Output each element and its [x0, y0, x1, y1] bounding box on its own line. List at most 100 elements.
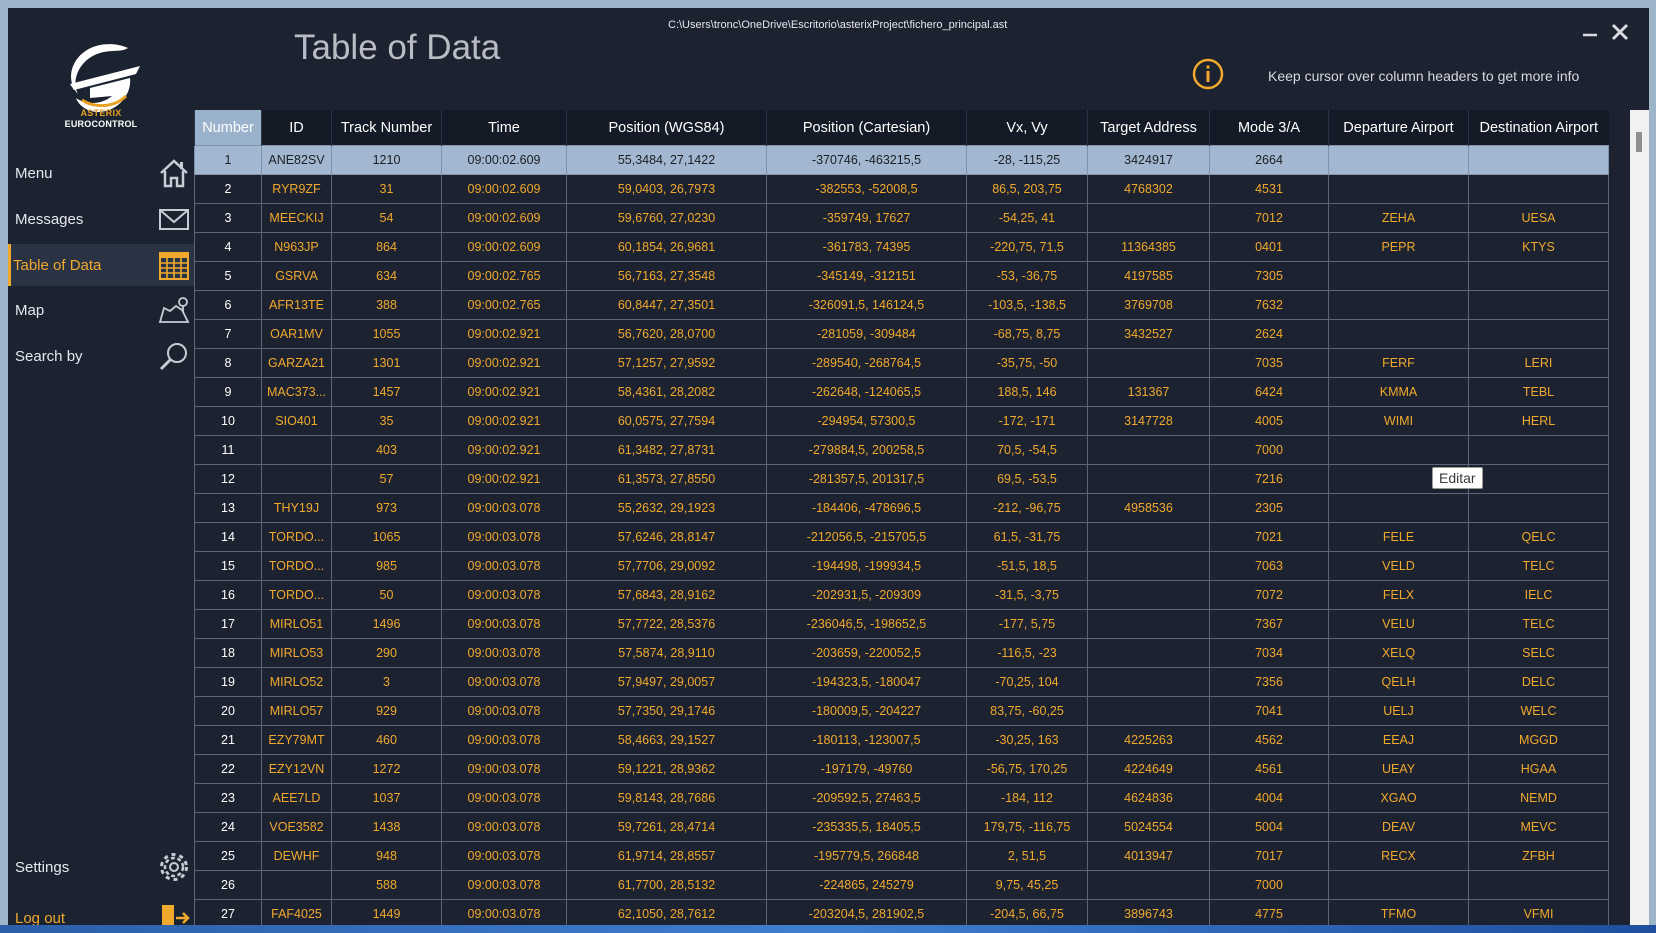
cell-time[interactable]: 09:00:02.921 — [441, 319, 567, 349]
cell-vx-vy[interactable]: -116,5, -23 — [966, 638, 1088, 668]
cell-mode-3a[interactable]: 4004 — [1209, 783, 1329, 813]
cell-position-wgs84[interactable]: 55,3484, 27,1422 — [566, 145, 767, 175]
cell-track-number[interactable]: 973 — [331, 493, 442, 523]
cell-destination-airport[interactable] — [1468, 464, 1609, 494]
cell-number[interactable]: 19 — [194, 667, 262, 697]
cell-time[interactable]: 09:00:03.078 — [441, 696, 567, 726]
cell-target-address[interactable]: 131367 — [1087, 377, 1210, 407]
cell-number[interactable]: 16 — [194, 580, 262, 610]
cell-departure-airport[interactable]: FERF — [1328, 348, 1469, 378]
table-row[interactable]: 11 403 09:00:02.921 61,3482, 27,8731 -279884… — [194, 435, 1609, 465]
cell-track-number[interactable]: 54 — [331, 203, 442, 233]
cell-track-number[interactable]: 985 — [331, 551, 442, 581]
cell-number[interactable]: 25 — [194, 841, 262, 871]
cell-destination-airport[interactable]: VFMI — [1468, 899, 1609, 928]
cell-position-cartesian[interactable]: -203659, -220052,5 — [766, 638, 967, 668]
cell-mode-3a[interactable]: 4775 — [1209, 899, 1329, 928]
cell-id[interactable]: SIO401 — [261, 406, 332, 436]
cell-track-number[interactable]: 1055 — [331, 319, 442, 349]
cell-target-address[interactable] — [1087, 348, 1210, 378]
cell-departure-airport[interactable] — [1328, 493, 1469, 523]
cell-id[interactable]: MIRLO52 — [261, 667, 332, 697]
cell-mode-3a[interactable]: 0401 — [1209, 232, 1329, 262]
cell-vx-vy[interactable]: -172, -171 — [966, 406, 1088, 436]
table-row[interactable]: 7 OAR1MV 1055 09:00:02.921 56,7620, 28,0700-… — [194, 319, 1609, 349]
cell-position-cartesian[interactable]: -359749, 17627 — [766, 203, 967, 233]
cell-vx-vy[interactable]: 70,5, -54,5 — [966, 435, 1088, 465]
cell-destination-airport[interactable]: HERL — [1468, 406, 1609, 436]
cell-target-address[interactable] — [1087, 580, 1210, 610]
cell-mode-3a[interactable]: 6424 — [1209, 377, 1329, 407]
cell-time[interactable]: 09:00:03.078 — [441, 754, 567, 784]
cell-time[interactable]: 09:00:02.921 — [441, 348, 567, 378]
cell-id[interactable]: RYR9ZF — [261, 174, 332, 204]
cell-vx-vy[interactable]: -28, -115,25 — [966, 145, 1088, 175]
table-row[interactable]: 24 VOE3582 1438 09:00:03.078 59,7261, 28,471… — [194, 812, 1609, 842]
table-row[interactable]: 2 RYR9ZF 31 09:00:02.609 59,0403, 26,7973 -38… — [194, 174, 1609, 204]
cell-number[interactable]: 17 — [194, 609, 262, 639]
sidebar-item-search-by[interactable]: Search by — [8, 335, 194, 377]
cell-destination-airport[interactable] — [1468, 319, 1609, 349]
table-row[interactable]: 9 MAC373... 1457 09:00:02.921 58,4361, 28,20… — [194, 377, 1609, 407]
cell-track-number[interactable]: 929 — [331, 696, 442, 726]
cell-number[interactable]: 12 — [194, 464, 262, 494]
cell-position-wgs84[interactable]: 56,7163, 27,3548 — [566, 261, 767, 291]
cell-mode-3a[interactable]: 7063 — [1209, 551, 1329, 581]
cell-track-number[interactable]: 388 — [331, 290, 442, 320]
sidebar-item-menu[interactable]: Menu — [8, 152, 194, 194]
cell-vx-vy[interactable]: -54,25, 41 — [966, 203, 1088, 233]
cell-departure-airport[interactable] — [1328, 319, 1469, 349]
cell-position-wgs84[interactable]: 56,7620, 28,0700 — [566, 319, 767, 349]
cell-mode-3a[interactable]: 4562 — [1209, 725, 1329, 755]
cell-number[interactable]: 15 — [194, 551, 262, 581]
table-row[interactable]: 6 AFR13TE 388 09:00:02.765 60,8447, 27,3501-… — [194, 290, 1609, 320]
cell-number[interactable]: 2 — [194, 174, 262, 204]
cell-departure-airport[interactable] — [1328, 174, 1469, 204]
sidebar-item-log-out[interactable]: Log out — [8, 897, 194, 928]
table-row[interactable]: 8 GARZA21 1301 09:00:02.921 57,1257, 27,9592… — [194, 348, 1609, 378]
table-row[interactable]: 14 TORDO... 1065 09:00:03.078 57,6246, 28,81… — [194, 522, 1609, 552]
table-row[interactable]: 1 ANE82SV 1210 09:00:02.609 55,3484, 27,1422… — [194, 145, 1609, 175]
cell-target-address[interactable]: 5024554 — [1087, 812, 1210, 842]
cell-vx-vy[interactable]: 9,75, 45,25 — [966, 870, 1088, 900]
cell-position-cartesian[interactable]: -279884,5, 200258,5 — [766, 435, 967, 465]
cell-id[interactable]: MIRLO51 — [261, 609, 332, 639]
table-row[interactable]: 12 57 09:00:02.921 61,3573, 27,8550 -281357,… — [194, 464, 1609, 494]
cell-position-cartesian[interactable]: -209592,5, 27463,5 — [766, 783, 967, 813]
cell-id[interactable]: AFR13TE — [261, 290, 332, 320]
cell-destination-airport[interactable] — [1468, 493, 1609, 523]
cell-departure-airport[interactable]: KMMA — [1328, 377, 1469, 407]
column-header-destination-airport[interactable]: Destination Airport — [1468, 110, 1609, 146]
table-row[interactable]: 20 MIRLO57 929 09:00:03.078 57,7350, 29,1746… — [194, 696, 1609, 726]
cell-mode-3a[interactable]: 7017 — [1209, 841, 1329, 871]
cell-id[interactable]: EZY12VN — [261, 754, 332, 784]
column-header-time[interactable]: Time — [441, 110, 567, 146]
cell-destination-airport[interactable]: QELC — [1468, 522, 1609, 552]
cell-id[interactable]: TORDO... — [261, 551, 332, 581]
cell-vx-vy[interactable]: 86,5, 203,75 — [966, 174, 1088, 204]
cell-departure-airport[interactable] — [1328, 870, 1469, 900]
cell-position-cartesian[interactable]: -212056,5, -215705,5 — [766, 522, 967, 552]
column-header-mode-3a[interactable]: Mode 3/A — [1209, 110, 1329, 146]
table-row[interactable]: 10 SIO401 35 09:00:02.921 60,0575, 27,7594 -2… — [194, 406, 1609, 436]
cell-track-number[interactable]: 1272 — [331, 754, 442, 784]
cell-number[interactable]: 6 — [194, 290, 262, 320]
cell-departure-airport[interactable] — [1328, 261, 1469, 291]
cell-number[interactable]: 22 — [194, 754, 262, 784]
cell-vx-vy[interactable]: -68,75, 8,75 — [966, 319, 1088, 349]
cell-target-address[interactable] — [1087, 609, 1210, 639]
cell-time[interactable]: 09:00:02.609 — [441, 232, 567, 262]
cell-destination-airport[interactable] — [1468, 261, 1609, 291]
cell-vx-vy[interactable]: -56,75, 170,25 — [966, 754, 1088, 784]
cell-id[interactable]: ANE82SV — [261, 145, 332, 175]
cell-time[interactable]: 09:00:03.078 — [441, 493, 567, 523]
cell-vx-vy[interactable]: -30,25, 163 — [966, 725, 1088, 755]
cell-target-address[interactable]: 4958536 — [1087, 493, 1210, 523]
cell-position-cartesian[interactable]: -345149, -312151 — [766, 261, 967, 291]
cell-position-cartesian[interactable]: -180009,5, -204227 — [766, 696, 967, 726]
cell-departure-airport[interactable]: WIMI — [1328, 406, 1469, 436]
cell-time[interactable]: 09:00:02.921 — [441, 464, 567, 494]
cell-position-cartesian[interactable]: -382553, -52008,5 — [766, 174, 967, 204]
cell-target-address[interactable]: 4224649 — [1087, 754, 1210, 784]
cell-track-number[interactable]: 1037 — [331, 783, 442, 813]
